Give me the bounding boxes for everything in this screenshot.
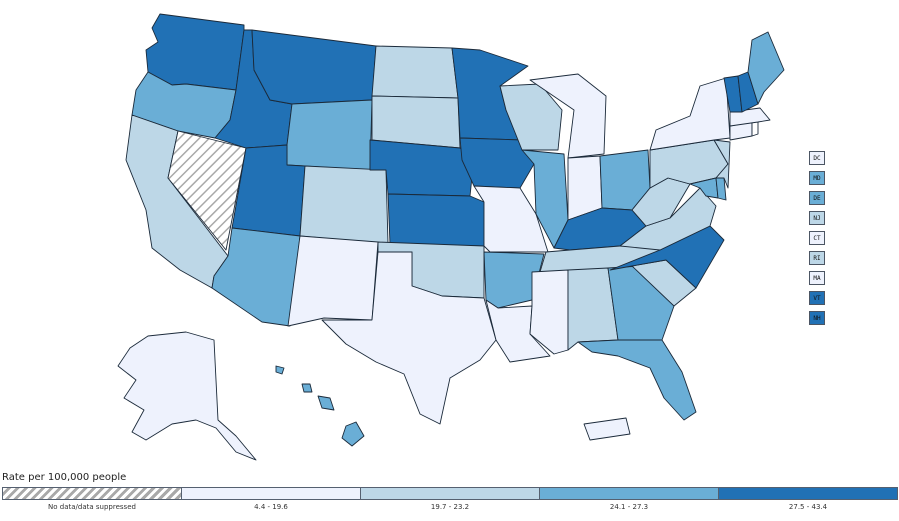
legend-label-nodata: No data/data suppressed: [48, 503, 136, 511]
state-nv[interactable]: [167, 130, 247, 251]
small-state-code: NH: [813, 314, 821, 322]
small-state-dc[interactable]: DC: [809, 151, 825, 165]
state-ny[interactable]: [649, 77, 731, 151]
small-state-md[interactable]: MD: [809, 171, 825, 185]
state-de[interactable]: [715, 177, 727, 201]
legend-swatch-bin3: [539, 487, 719, 500]
small-state-code: DC: [813, 154, 821, 162]
small-state-vt[interactable]: VT: [809, 291, 825, 305]
legend-swatch-bin2: [360, 487, 540, 500]
state-md[interactable]: [689, 177, 719, 199]
territory-pr[interactable]: [583, 417, 631, 441]
state-hi-oahu[interactable]: [301, 383, 313, 393]
small-state-de[interactable]: DE: [809, 191, 825, 205]
state-ri[interactable]: [751, 121, 759, 137]
small-state-code: CT: [813, 234, 821, 242]
state-hi-kauai[interactable]: [275, 365, 285, 375]
legend-swatch-bin4: [718, 487, 898, 500]
state-nj[interactable]: [713, 139, 731, 189]
state-fl[interactable]: [577, 339, 697, 421]
legend-label-bin1: 4.4 - 19.6: [254, 503, 288, 511]
state-ak[interactable]: [117, 331, 257, 461]
state-hi[interactable]: [341, 421, 365, 447]
small-state-nj[interactable]: NJ: [809, 211, 825, 225]
small-state-code: VT: [813, 294, 821, 302]
small-state-ri[interactable]: RI: [809, 251, 825, 265]
state-hi-maui[interactable]: [317, 395, 335, 411]
state-mi[interactable]: [529, 73, 607, 159]
small-state-code: RI: [813, 254, 821, 262]
state-ma[interactable]: [729, 107, 771, 127]
state-nd[interactable]: [371, 45, 459, 99]
legend-title: Rate per 100,000 people: [2, 472, 127, 483]
small-state-code: NJ: [813, 214, 821, 222]
state-wy[interactable]: [286, 99, 373, 171]
small-state-ma[interactable]: MA: [809, 271, 825, 285]
small-state-code: DE: [813, 194, 821, 202]
legend-swatch-bin1: [181, 487, 361, 500]
us-choropleth-map: [117, 13, 785, 461]
state-nm[interactable]: [287, 235, 379, 327]
small-state-nh[interactable]: NH: [809, 311, 825, 325]
legend-label-bin2: 19.7 - 23.2: [430, 503, 470, 511]
state-mo[interactable]: [473, 185, 549, 253]
state-me[interactable]: [747, 31, 785, 105]
small-state-ct[interactable]: CT: [809, 231, 825, 245]
state-la[interactable]: [485, 299, 551, 363]
legend-label-bin3: 24.1 - 27.3: [609, 503, 649, 511]
state-ks[interactable]: [387, 193, 485, 247]
small-state-code: MA: [813, 274, 821, 282]
state-ar[interactable]: [483, 251, 545, 309]
state-co[interactable]: [299, 165, 389, 245]
state-mt[interactable]: [251, 29, 377, 105]
state-sd[interactable]: [371, 95, 461, 149]
legend-swatch-nodata: [2, 487, 182, 500]
state-tx[interactable]: [321, 251, 497, 425]
legend-label-bin4: 27.5 - 43.4: [788, 503, 828, 511]
small-state-code: MD: [813, 174, 821, 182]
